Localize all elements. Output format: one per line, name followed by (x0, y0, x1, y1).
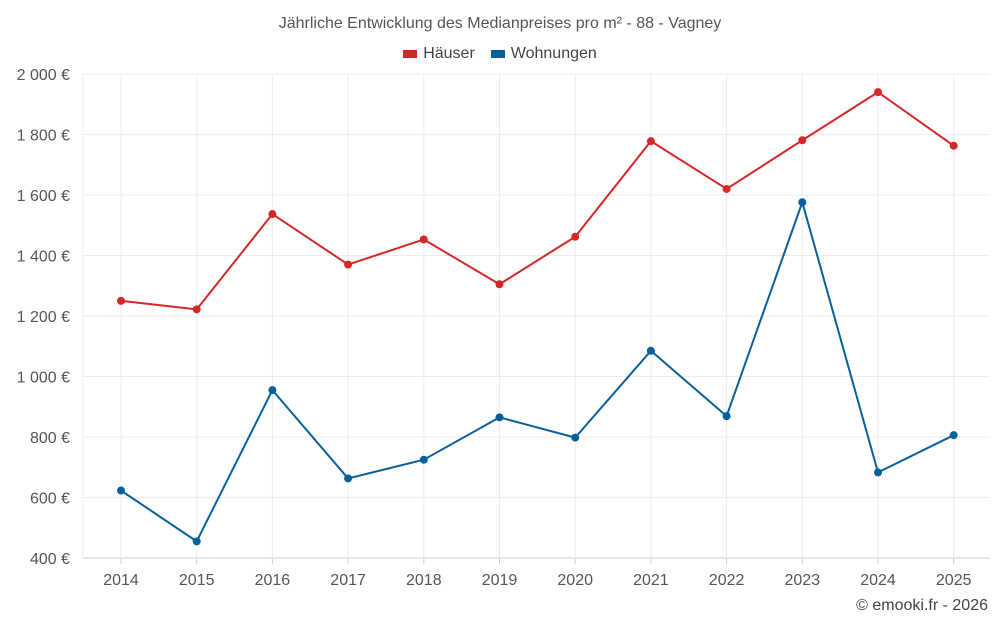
data-point-haeuser[interactable] (344, 260, 353, 269)
credit-text: © emooki.fr - 2026 (856, 597, 988, 614)
x-tick-label: 2018 (406, 572, 442, 589)
series-line-wohnungen (120, 201, 955, 543)
x-tick-label: 2020 (557, 572, 593, 589)
data-point-haeuser[interactable] (117, 296, 125, 305)
legend-item-haeuser[interactable]: Häuser (403, 45, 475, 63)
data-point-haeuser[interactable] (571, 232, 580, 241)
x-tick-label: 2024 (860, 572, 896, 589)
data-point-haeuser[interactable] (268, 210, 277, 219)
data-point-wohnungen[interactable] (874, 468, 882, 477)
data-point-haeuser[interactable] (495, 280, 504, 289)
chart-title: Jährliche Entwicklung des Medianpreises … (278, 15, 722, 32)
data-point-wohnungen[interactable] (646, 346, 655, 355)
y-tick-label: 1 800 € (17, 128, 70, 145)
legend-label-haeuser: Häuser (423, 45, 475, 62)
legend: Häuser Wohnungen (0, 45, 1000, 63)
data-point-wohnungen[interactable] (722, 412, 731, 421)
data-point-wohnungen[interactable] (192, 537, 201, 546)
data-point-wohnungen[interactable] (117, 486, 125, 495)
axes: 400 € 600 € 800 € 1 000 € 1 200 € 1 400 € 1 60… (17, 67, 972, 589)
data-point-haeuser[interactable] (874, 88, 882, 97)
data-point-wohnungen[interactable] (344, 474, 353, 483)
y-tick-label: 400 € (30, 551, 70, 568)
x-tick-label: 2021 (633, 572, 669, 589)
legend-swatch-haeuser (403, 50, 418, 58)
data-point-haeuser[interactable] (419, 235, 428, 244)
x-tick-label: 2015 (179, 572, 215, 589)
x-tick-label: 2016 (255, 572, 291, 589)
legend-item-wohnungen[interactable]: Wohnungen (490, 45, 597, 63)
x-tick-label: 2023 (785, 572, 821, 589)
y-tick-label: 1 000 € (17, 370, 70, 387)
y-tick-label: 1 200 € (17, 309, 70, 326)
legend-label-wohnungen: Wohnungen (510, 45, 597, 62)
y-tick-label: 600 € (30, 491, 70, 508)
legend-swatch-wohnungen (490, 50, 505, 58)
x-tick-label: 2022 (709, 572, 745, 589)
data-point-haeuser[interactable] (798, 136, 807, 145)
y-tick-label: 1 600 € (17, 188, 70, 205)
x-tick-label: 2025 (936, 572, 972, 589)
x-tick-label: 2019 (482, 572, 518, 589)
data-point-wohnungen[interactable] (798, 198, 807, 207)
data-point-wohnungen[interactable] (268, 386, 277, 395)
y-tick-label: 2 000 € (17, 67, 70, 84)
data-point-haeuser[interactable] (192, 305, 201, 314)
x-tick-label: 2017 (330, 572, 366, 589)
data-point-haeuser[interactable] (949, 141, 958, 150)
data-point-wohnungen[interactable] (419, 455, 428, 464)
data-point-wohnungen[interactable] (495, 413, 504, 422)
grid (83, 73, 990, 559)
series-group (117, 88, 958, 546)
data-point-haeuser[interactable] (646, 137, 655, 146)
data-point-wohnungen[interactable] (571, 433, 580, 442)
x-tick-label: 2014 (103, 572, 139, 589)
data-point-haeuser[interactable] (722, 184, 731, 193)
data-point-wohnungen[interactable] (949, 431, 958, 440)
y-tick-label: 1 400 € (17, 249, 70, 266)
series-line-haeuser (120, 91, 955, 311)
y-tick-label: 800 € (30, 430, 70, 447)
